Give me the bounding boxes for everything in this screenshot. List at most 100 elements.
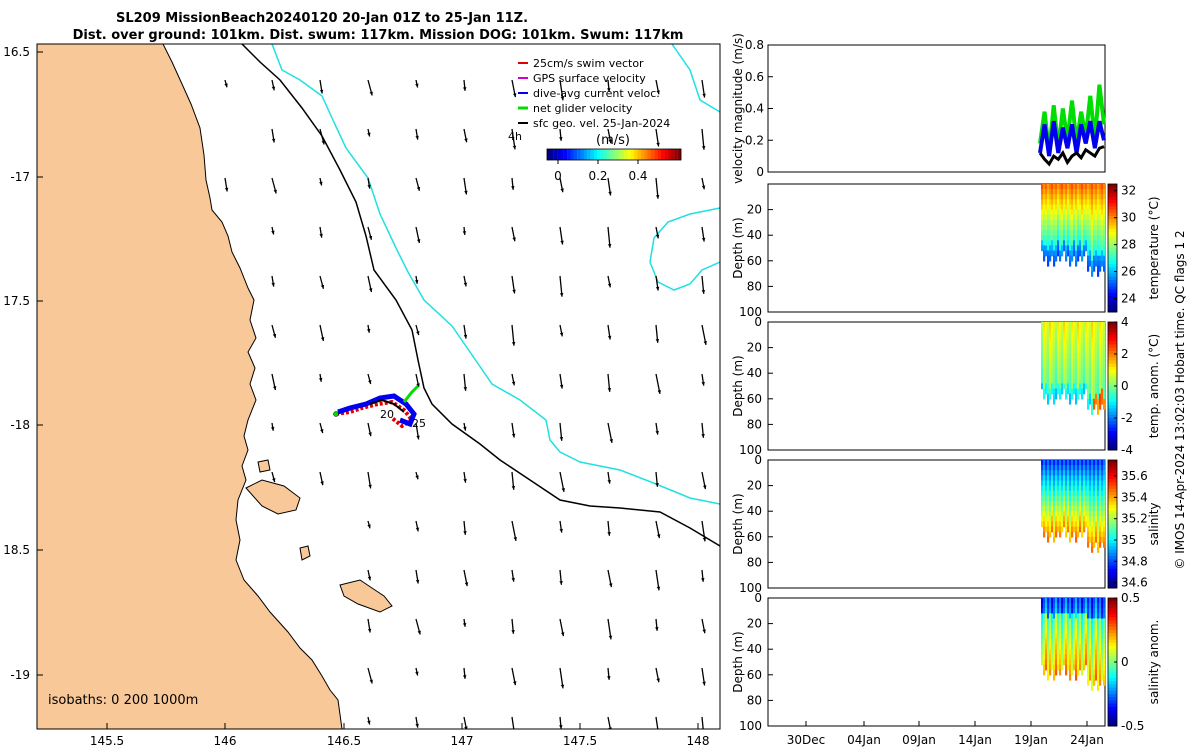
depth-tick: 100 — [739, 443, 762, 457]
velocity-y-tick: 0.6 — [745, 70, 764, 84]
glider-track: 20 25 — [333, 384, 426, 430]
map-frame — [36, 43, 721, 730]
depth-tick: 100 — [739, 581, 762, 595]
map-x-tick: 146.5 — [327, 734, 361, 748]
colorbar-tick: 2 — [1121, 347, 1129, 361]
colorbar-tick: 0 — [554, 169, 562, 183]
map-title-line1: SL209 MissionBeach20240120 20-Jan 01Z to… — [116, 11, 528, 26]
velocity-y-tick: 0.2 — [745, 133, 764, 147]
isobath-1000m — [271, 44, 720, 505]
colorbar-tick: 4 — [1121, 315, 1129, 329]
map-x-tick: 148 — [687, 734, 710, 748]
island — [257, 459, 271, 473]
colorbar-tick: 26 — [1121, 265, 1136, 279]
colorbar-tick: 0.4 — [628, 169, 647, 183]
colorbar-tick: 35 — [1121, 533, 1136, 547]
depth-tick: 0 — [754, 315, 762, 329]
colorbar-tick: 32 — [1121, 184, 1136, 198]
colorbar-tick: 30 — [1121, 211, 1136, 225]
colorbar-unit-label: (m/s) — [596, 133, 630, 148]
depth-tick: 80 — [747, 693, 762, 707]
colorbar-tick: -4 — [1121, 443, 1133, 457]
island — [245, 479, 301, 515]
legend-sfc-geo: sfc geo. vel. 25-Jan-2024 — [533, 117, 670, 130]
depth-tick: 0 — [754, 591, 762, 605]
colorbar-label: temperature (°C) — [1147, 197, 1161, 300]
map-x-tick: 145.5 — [90, 734, 124, 748]
heatmap-panel: 0 20 40 60 80 100 Depth (m) 35.6 35.4 35.2 35 34.8 3… — [731, 453, 1161, 595]
colorbar-tick: 34.6 — [1121, 576, 1148, 590]
map-panel: 20 25 145.5 146 146.5 147 147.5 148 16.5 -17 17.… — [3, 43, 721, 748]
map-y-tick: -19 — [10, 668, 30, 682]
map-title-line2: Dist. over ground: 101km. Dist. swum: 11… — [73, 28, 684, 43]
velocity-y-tick: 0.4 — [745, 102, 764, 116]
land-mass — [37, 44, 343, 729]
map-y-tick: 17.5 — [3, 294, 30, 308]
colorbar-tick: 24 — [1121, 292, 1136, 306]
map-legend: 25cm/s swim vector GPS surface velocity … — [508, 57, 682, 183]
time-x-tick: 24Jan — [1070, 733, 1104, 747]
depth-tick: 60 — [747, 392, 762, 406]
velocity-y-tick: 0 — [756, 165, 764, 179]
isobath-200m — [241, 44, 720, 547]
colorbar-tick: -2 — [1121, 411, 1133, 425]
depth-ylabel: Depth (m) — [731, 217, 745, 278]
map-x-tick: 147 — [451, 734, 474, 748]
colorbar-tick: -0.5 — [1121, 719, 1144, 733]
depth-tick: 20 — [747, 203, 762, 217]
depth-tick: 100 — [739, 719, 762, 733]
isobaths-label: isobaths: 0 200 1000m — [48, 693, 198, 708]
isobath-1000m-eddy — [649, 207, 720, 291]
colorbar-tick: 34.8 — [1121, 554, 1148, 568]
depth-tick: 20 — [747, 617, 762, 631]
legend-swim-vector: 25cm/s swim vector — [533, 57, 644, 70]
colorbar-tick: 35.6 — [1121, 469, 1148, 483]
colorbar-label: salinity — [1147, 502, 1161, 545]
legend-net-glider: net glider velocity — [533, 102, 633, 115]
legend-dive-avg: dive-avg current veloc. — [533, 87, 660, 100]
velocity-series-2 — [1038, 145, 1105, 167]
depth-tick: 20 — [747, 479, 762, 493]
depth-tick: 40 — [747, 366, 762, 380]
depth-tick: 60 — [747, 668, 762, 682]
depth-tick: 100 — [739, 305, 762, 319]
legend-gps-velocity: GPS surface velocity — [533, 72, 646, 85]
depth-tick: 0 — [754, 453, 762, 467]
colorbar-tick: 0 — [1121, 379, 1129, 393]
map-y-tick: -17 — [10, 170, 30, 184]
colorbar-tick: 28 — [1121, 238, 1136, 252]
velocity-ylabel: velocity magnitude (m/s) — [731, 33, 745, 184]
depth-tick: 40 — [747, 642, 762, 656]
time-x-tick: 30Dec — [787, 733, 826, 747]
island — [339, 579, 393, 613]
depth-tick: 80 — [747, 555, 762, 569]
depth-tick: 40 — [747, 504, 762, 518]
map-y-tick: 16.5 — [3, 45, 30, 59]
colorbar-tick: 0.5 — [1121, 591, 1140, 605]
geostrophic-velocity-arrows — [224, 79, 707, 729]
depth-tick: 60 — [747, 254, 762, 268]
velocity-series-1 — [1038, 120, 1106, 157]
map-x-tick: 146 — [214, 734, 237, 748]
map-x-tick: 147.5 — [563, 734, 597, 748]
footer-credit: © IMOS 14-Apr-2024 13:02:03 Hobart time.… — [1173, 230, 1187, 569]
depth-tick: 80 — [747, 417, 762, 431]
colorbar-tick: 35.2 — [1121, 512, 1148, 526]
colorbar-tick: 0.2 — [588, 169, 607, 183]
colorbar-label: temp. anom. (°C) — [1147, 334, 1161, 438]
depth-tick: 20 — [747, 341, 762, 355]
depth-tick: 60 — [747, 530, 762, 544]
isobath-1000m-ne — [671, 44, 720, 113]
track-label-20: 20 — [380, 408, 394, 421]
time-x-tick: 09Jan — [902, 733, 936, 747]
colorbar-label: salinity anom. — [1147, 620, 1161, 705]
map-axis-ticks: 145.5 146 146.5 147 147.5 148 16.5 -17 17.5 -18 18… — [3, 45, 709, 748]
depth-ylabel: Depth (m) — [731, 355, 745, 416]
legend-4h: 4h — [508, 130, 522, 143]
velocity-y-tick: 0.8 — [745, 38, 764, 52]
